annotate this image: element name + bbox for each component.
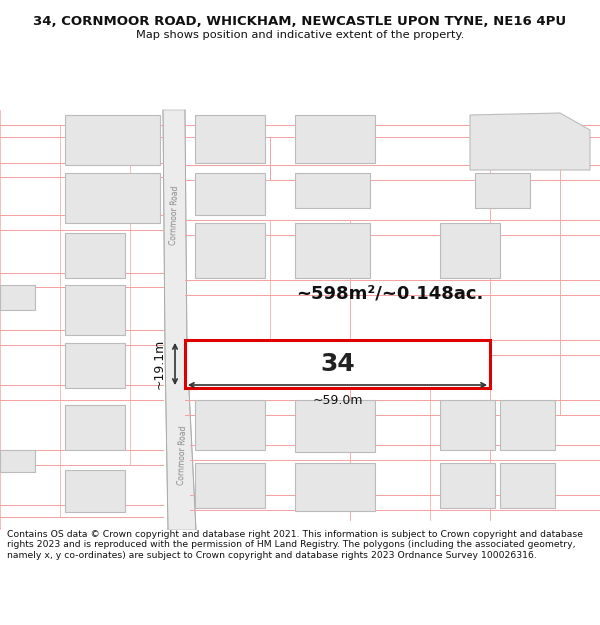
Text: 34: 34 xyxy=(320,352,355,376)
Bar xyxy=(195,463,265,508)
Bar xyxy=(195,173,265,215)
Bar xyxy=(295,463,375,511)
Bar xyxy=(440,400,495,450)
Text: ~59.0m: ~59.0m xyxy=(312,394,363,406)
Bar xyxy=(295,173,370,208)
Polygon shape xyxy=(470,113,590,170)
Bar xyxy=(295,115,375,163)
Bar xyxy=(0,285,35,310)
Bar xyxy=(295,400,375,452)
Text: Map shows position and indicative extent of the property.: Map shows position and indicative extent… xyxy=(136,29,464,39)
Bar xyxy=(65,470,125,512)
Bar xyxy=(295,223,370,278)
Text: ~598m²/~0.148ac.: ~598m²/~0.148ac. xyxy=(296,284,484,302)
Bar xyxy=(195,400,265,450)
Text: 34, CORNMOOR ROAD, WHICKHAM, NEWCASTLE UPON TYNE, NE16 4PU: 34, CORNMOOR ROAD, WHICKHAM, NEWCASTLE U… xyxy=(34,16,566,28)
Text: Cornmoor Road: Cornmoor Road xyxy=(178,425,188,485)
Text: Cornmoor Road: Cornmoor Road xyxy=(169,185,181,245)
Bar xyxy=(65,405,125,450)
Bar xyxy=(475,173,530,208)
Bar xyxy=(65,233,125,278)
Bar xyxy=(65,343,125,388)
Bar xyxy=(65,173,160,223)
Text: ~19.1m: ~19.1m xyxy=(152,339,166,389)
Text: Contains OS data © Crown copyright and database right 2021. This information is : Contains OS data © Crown copyright and d… xyxy=(7,530,583,560)
Bar xyxy=(195,115,265,163)
Polygon shape xyxy=(163,110,196,530)
Bar xyxy=(185,340,490,388)
Bar xyxy=(65,285,125,335)
Bar xyxy=(195,223,265,278)
Bar xyxy=(440,223,500,278)
Bar xyxy=(0,450,35,472)
Bar xyxy=(65,115,160,165)
Bar xyxy=(500,463,555,508)
Bar xyxy=(440,463,495,508)
Bar xyxy=(500,400,555,450)
